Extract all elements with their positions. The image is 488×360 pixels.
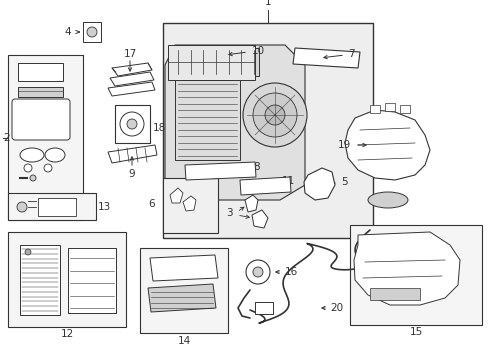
- Bar: [18, 63, 63, 81]
- Polygon shape: [168, 45, 254, 80]
- Polygon shape: [148, 284, 216, 312]
- Polygon shape: [240, 177, 290, 195]
- Bar: [18, 87, 63, 97]
- Circle shape: [44, 164, 52, 172]
- Polygon shape: [108, 145, 157, 163]
- Ellipse shape: [20, 148, 44, 162]
- Polygon shape: [164, 45, 305, 200]
- Text: 4: 4: [64, 27, 71, 37]
- Text: 8: 8: [252, 162, 259, 172]
- Circle shape: [24, 164, 32, 172]
- Polygon shape: [292, 48, 359, 68]
- Polygon shape: [251, 210, 267, 228]
- FancyBboxPatch shape: [12, 99, 70, 140]
- Text: 18: 18: [153, 123, 166, 133]
- Text: 2: 2: [3, 133, 10, 143]
- Polygon shape: [304, 168, 334, 200]
- Bar: [369, 105, 379, 113]
- Text: 5: 5: [340, 177, 347, 187]
- Text: 16: 16: [285, 267, 298, 277]
- Text: 11: 11: [282, 176, 295, 186]
- Text: 10: 10: [251, 46, 264, 56]
- Polygon shape: [244, 195, 258, 212]
- Bar: [399, 105, 409, 113]
- Text: 6: 6: [148, 199, 155, 209]
- Text: 20: 20: [329, 303, 343, 313]
- Polygon shape: [345, 110, 429, 180]
- Text: 9: 9: [128, 169, 135, 179]
- Bar: [20, 245, 60, 315]
- Polygon shape: [110, 72, 154, 86]
- Circle shape: [120, 112, 143, 136]
- Polygon shape: [108, 82, 155, 96]
- Bar: [174, 48, 259, 76]
- Circle shape: [87, 27, 97, 37]
- Circle shape: [243, 83, 306, 147]
- Circle shape: [252, 93, 296, 137]
- Bar: [254, 302, 272, 314]
- Text: 17: 17: [123, 49, 136, 59]
- Polygon shape: [112, 63, 152, 76]
- Polygon shape: [150, 255, 218, 281]
- Bar: [140, 248, 227, 333]
- Bar: [68, 248, 116, 313]
- Circle shape: [30, 175, 36, 181]
- Bar: [38, 198, 76, 216]
- Text: 14: 14: [177, 336, 190, 346]
- Bar: [83, 22, 101, 42]
- Ellipse shape: [45, 148, 65, 162]
- Polygon shape: [183, 196, 196, 211]
- Bar: [349, 225, 481, 325]
- Bar: [175, 80, 240, 160]
- Circle shape: [25, 249, 31, 255]
- Bar: [384, 103, 394, 111]
- Text: 15: 15: [408, 327, 422, 337]
- Text: 3: 3: [226, 208, 232, 218]
- Polygon shape: [184, 162, 256, 180]
- Text: 7: 7: [347, 49, 354, 59]
- Circle shape: [127, 119, 137, 129]
- Bar: [163, 23, 372, 238]
- Text: 12: 12: [60, 329, 74, 339]
- Bar: [8, 193, 96, 220]
- Bar: [115, 105, 150, 143]
- Text: 1: 1: [264, 0, 271, 7]
- Circle shape: [252, 267, 263, 277]
- Ellipse shape: [367, 192, 407, 208]
- Text: 13: 13: [98, 202, 111, 212]
- Circle shape: [17, 202, 27, 212]
- Bar: [8, 232, 126, 327]
- Polygon shape: [353, 232, 459, 305]
- Text: 19: 19: [337, 140, 350, 150]
- Bar: [163, 178, 218, 233]
- Bar: [369, 288, 419, 300]
- Polygon shape: [170, 188, 183, 203]
- Circle shape: [264, 105, 285, 125]
- Bar: [8, 55, 83, 220]
- Circle shape: [245, 260, 269, 284]
